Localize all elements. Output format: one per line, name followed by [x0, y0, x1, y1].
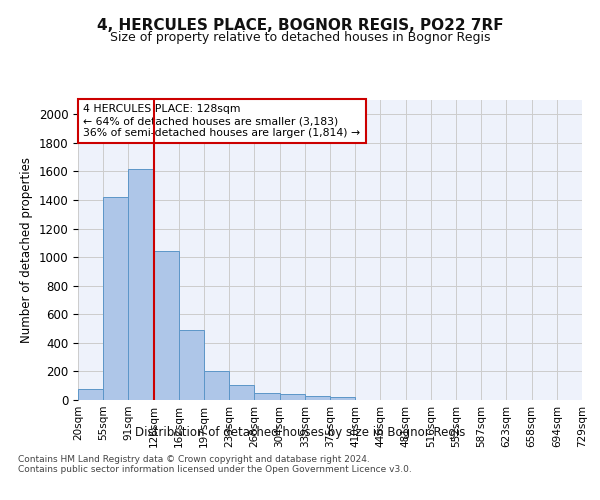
Y-axis label: Number of detached properties: Number of detached properties [20, 157, 33, 343]
Bar [204, 370, 229, 400]
Bar [305, 396, 330, 400]
Text: 4, HERCULES PLACE, BOGNOR REGIS, PO22 7RF: 4, HERCULES PLACE, BOGNOR REGIS, PO22 7R… [97, 18, 503, 32]
Bar [330, 397, 355, 400]
Text: Distribution of detached houses by size in Bognor Regis: Distribution of detached houses by size … [135, 426, 465, 439]
Text: Contains HM Land Registry data © Crown copyright and database right 2024.
Contai: Contains HM Land Registry data © Crown c… [18, 455, 412, 474]
Bar [154, 250, 179, 400]
Bar [179, 330, 204, 400]
Bar [229, 385, 254, 400]
Bar [103, 197, 128, 400]
Bar [78, 388, 103, 400]
Bar [280, 394, 305, 400]
Text: Size of property relative to detached houses in Bognor Regis: Size of property relative to detached ho… [110, 31, 490, 44]
Bar [128, 168, 154, 400]
Bar [254, 393, 280, 400]
Text: 4 HERCULES PLACE: 128sqm
← 64% of detached houses are smaller (3,183)
36% of sem: 4 HERCULES PLACE: 128sqm ← 64% of detach… [83, 104, 360, 138]
